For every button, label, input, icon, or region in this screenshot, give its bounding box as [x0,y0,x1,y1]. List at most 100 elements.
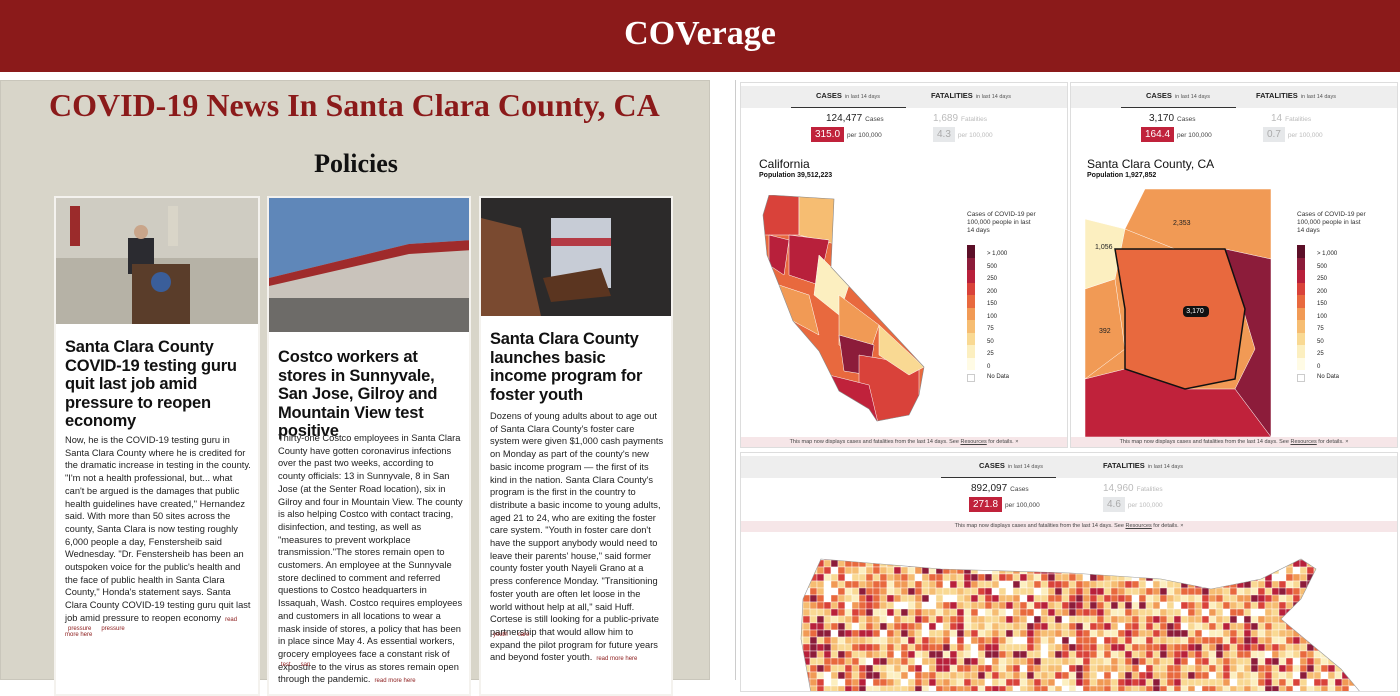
county [1054,573,1063,582]
resources-link[interactable]: Resources [1290,439,1317,445]
county [1278,580,1287,589]
county [928,608,937,617]
case-unit: Cases [865,116,884,123]
tab[interactable]: CASES in last 14 days [1146,91,1210,100]
county [844,573,853,582]
county [1187,559,1196,561]
county [1229,664,1238,673]
county [879,559,888,568]
county [908,539,915,546]
tab[interactable]: CASES in last 14 days [979,461,1043,470]
county [851,608,860,617]
county [1061,657,1070,666]
county [921,573,930,582]
county [1033,594,1042,603]
county [1152,573,1161,582]
county [845,539,852,546]
tag[interactable]: pressure [101,626,125,632]
county [1075,671,1084,680]
close-button[interactable]: × [1180,523,1184,529]
county [809,559,818,561]
county [1082,559,1091,568]
article-headline[interactable]: Costco workers at stores in Sunnyvale, S… [278,348,438,440]
county [1096,678,1105,687]
legend-swatch [1297,345,1305,358]
county [1012,650,1021,659]
county [1201,601,1210,610]
county [1180,615,1189,624]
county [1236,587,1245,596]
article-headline[interactable]: Santa Clara County launches basic income… [490,330,643,404]
county [1131,566,1140,575]
tag[interactable]: pressure [68,626,92,632]
county [886,685,895,691]
article-headline[interactable]: Santa Clara County COVID-19 testing guru… [65,338,237,430]
county [1096,580,1105,589]
close-button[interactable]: × [1345,439,1349,445]
county [893,559,902,561]
county [935,671,944,680]
county [1229,594,1238,603]
county [1090,539,1097,546]
county [1082,559,1091,561]
county [1208,636,1217,645]
county [830,629,839,638]
county [1152,615,1161,624]
county [886,580,895,589]
county [1348,643,1357,652]
tab[interactable]: FATALITIES in last 14 days [1256,91,1336,100]
county [1278,622,1287,631]
tab[interactable]: CASES in last 14 days [816,91,880,100]
county [1341,559,1350,561]
tab[interactable]: FATALITIES in last 14 days [931,91,1011,100]
resources-link[interactable]: Resources [960,439,987,445]
county [1306,601,1315,610]
county [1334,580,1343,589]
tag[interactable]: san [300,662,311,668]
county [1195,546,1202,553]
county [1033,650,1042,659]
county [1222,629,1231,638]
read-more-link[interactable]: read more here [596,656,638,663]
county [1047,650,1056,659]
county [879,664,888,673]
county [1187,664,1196,673]
read-more-link[interactable]: read more here [65,616,238,638]
tag[interactable]: youth [493,632,508,638]
county [950,546,957,553]
county [1019,559,1028,561]
county [963,608,972,617]
county [1355,664,1361,673]
county [894,539,901,546]
county [816,615,825,624]
close-button[interactable]: × [1015,439,1019,445]
county [1215,622,1224,631]
county [1117,685,1126,691]
county [1187,587,1196,596]
county [1138,678,1147,687]
resources-link[interactable]: Resources [1125,523,1152,529]
county [900,657,909,666]
tab[interactable]: FATALITIES in last 14 days [1103,461,1183,470]
county [1097,539,1104,546]
tab-label: CASES [979,461,1005,470]
county [970,678,979,687]
county [1222,608,1231,617]
county [1047,671,1056,680]
county [1194,664,1203,673]
county [1363,658,1370,665]
county [1355,643,1361,652]
county [1229,650,1238,659]
county [1327,580,1336,589]
tag[interactable]: care [517,632,530,638]
county [1257,580,1266,589]
read-more-link[interactable]: read more here [374,678,416,685]
tab-label: CASES [816,91,842,100]
county [872,594,881,603]
app-title[interactable]: COVerage [624,15,776,52]
county [1019,615,1028,624]
tag[interactable]: test [281,662,291,668]
county [942,685,951,691]
legend-label: 25 [987,351,994,357]
county [1292,622,1301,631]
